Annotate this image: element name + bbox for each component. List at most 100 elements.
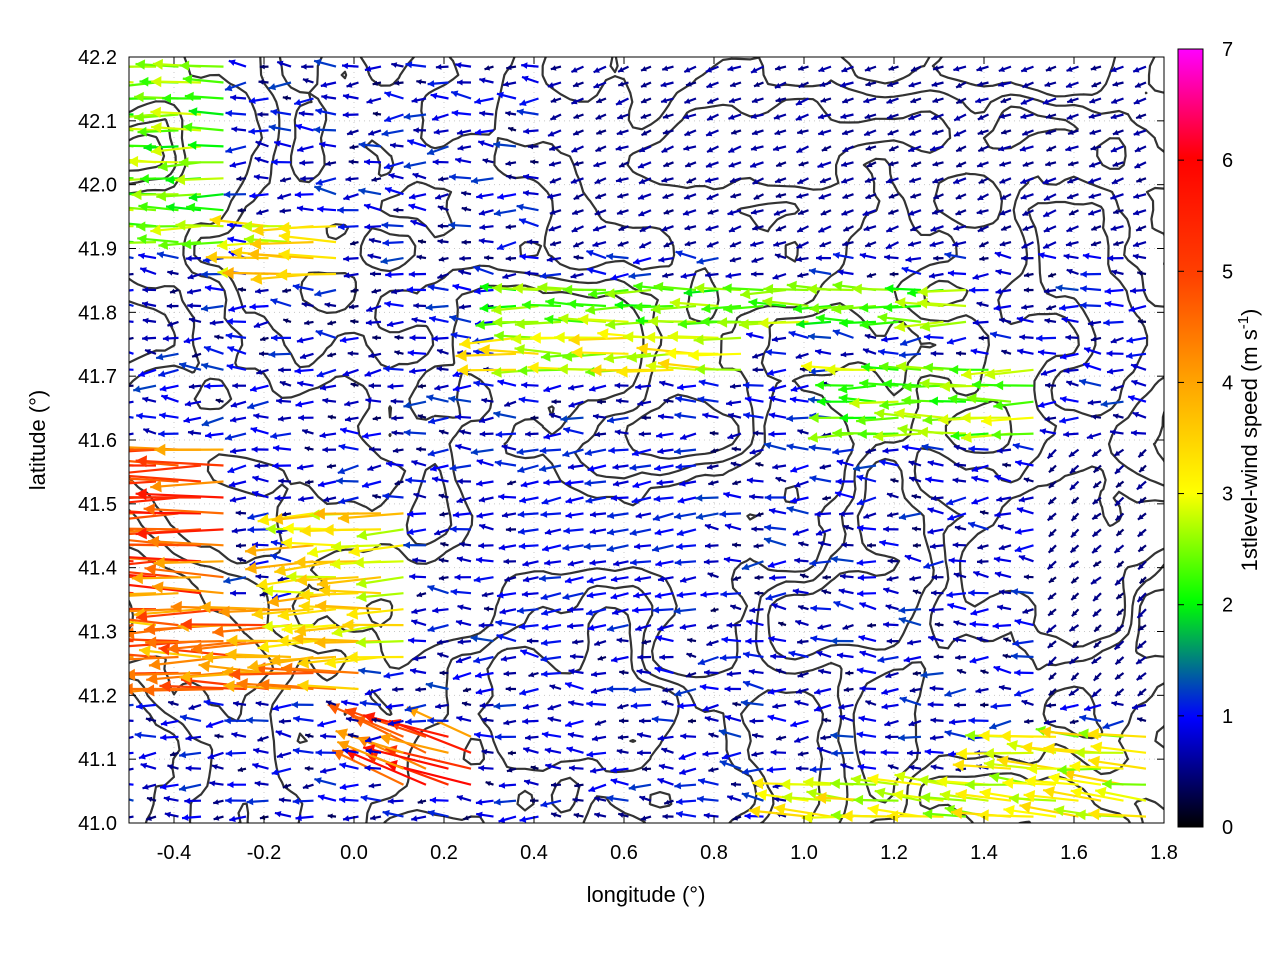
wind-vector	[786, 443, 809, 451]
wind-vector-head	[741, 768, 750, 776]
wind-vector-head	[198, 660, 211, 673]
wind-vector-head	[815, 380, 824, 390]
wind-vector	[883, 526, 899, 533]
wind-vector	[725, 400, 742, 407]
wind-vector	[1110, 336, 1124, 344]
wind-vector-head	[543, 479, 550, 486]
wind-vector	[160, 719, 179, 727]
wind-vector-head	[439, 670, 445, 676]
wind-vector-head	[231, 527, 238, 534]
wind-vector	[481, 717, 494, 723]
wind-vector-head	[1070, 546, 1077, 553]
wind-vector	[304, 446, 314, 452]
wind-vector-head	[1063, 431, 1070, 438]
wind-vector	[160, 734, 179, 741]
wind-vector	[859, 685, 877, 692]
wind-vector-head	[840, 763, 847, 769]
wind-vector	[710, 448, 719, 454]
wind-vector	[483, 606, 494, 612]
wind-vector-shaft	[129, 320, 134, 323]
wind-vector	[417, 383, 427, 389]
wind-vector	[1114, 512, 1125, 522]
wind-vector	[1080, 285, 1102, 293]
wind-vector-head	[613, 560, 620, 567]
wind-vector	[383, 671, 404, 679]
wind-vector	[505, 526, 517, 533]
wind-vector-head	[365, 748, 372, 755]
wind-vector	[567, 622, 584, 630]
wind-vector	[678, 751, 697, 761]
wind-vector-head	[541, 731, 549, 739]
wind-vector-head	[247, 513, 255, 521]
wind-vector	[304, 320, 314, 326]
wind-vector-head	[297, 679, 309, 692]
wind-vector-head	[265, 523, 276, 535]
wind-vector	[529, 798, 539, 804]
wind-vector	[748, 805, 809, 818]
wind-vector-head	[794, 699, 801, 706]
wind-vector	[214, 733, 224, 739]
wind-vector	[920, 792, 967, 803]
wind-vector-shaft	[129, 571, 179, 579]
wind-vector	[164, 811, 179, 818]
wind-vector-head	[139, 753, 146, 760]
wind-vector-head	[294, 624, 307, 637]
wind-vector-head	[931, 574, 937, 581]
wind-vector-head	[707, 572, 714, 578]
wind-vector-head	[299, 524, 311, 537]
wind-vector	[426, 394, 449, 403]
wind-vector	[527, 361, 584, 374]
wind-vector	[317, 480, 337, 488]
wind-vector	[246, 798, 269, 806]
wind-vector	[1037, 252, 1057, 260]
wind-vector	[369, 814, 382, 821]
wind-vector-head	[741, 792, 750, 800]
wind-vector	[881, 336, 899, 343]
wind-vector-head	[1111, 700, 1118, 707]
wind-vector	[1048, 772, 1102, 786]
wind-vector-head	[930, 350, 937, 357]
wind-vector	[187, 302, 202, 309]
wind-vector-head	[565, 720, 572, 728]
wind-vector	[129, 351, 134, 355]
wind-vector	[129, 432, 134, 436]
wind-vector	[909, 687, 922, 693]
wind-vector	[980, 414, 1034, 427]
wind-vector	[413, 302, 427, 309]
wind-vector-head	[498, 782, 506, 789]
wind-vector-head	[979, 787, 992, 800]
wind-vector-shaft	[129, 618, 179, 627]
wind-vector	[631, 496, 652, 504]
wind-vector-head	[565, 577, 572, 584]
wind-vector	[708, 732, 719, 738]
wind-vector	[718, 728, 742, 738]
wind-vector-head	[924, 748, 932, 756]
wind-vector	[923, 333, 944, 341]
wind-vector	[994, 380, 1034, 391]
wind-vector	[594, 796, 607, 802]
wind-vector	[187, 429, 202, 436]
wind-vector-shaft	[143, 687, 224, 692]
wind-vector	[339, 427, 359, 435]
wind-vector-head	[403, 429, 411, 437]
wind-vector-head	[269, 654, 281, 667]
wind-vector-shaft	[129, 815, 134, 819]
wind-vector-shaft	[129, 543, 134, 547]
wind-vector-head	[607, 624, 615, 632]
wind-vector	[952, 759, 1012, 772]
wind-vector-head	[545, 763, 552, 770]
wind-vector-shaft	[129, 620, 157, 627]
wind-vector-head	[853, 794, 864, 806]
wind-vector	[764, 524, 787, 532]
wind-vector-head	[706, 640, 713, 647]
wind-vector-head	[939, 789, 951, 801]
wind-vector	[339, 336, 359, 344]
wind-vector	[212, 799, 224, 805]
wind-vector	[478, 523, 494, 531]
wind-vector	[1066, 268, 1079, 276]
wind-vector-head	[214, 733, 220, 739]
wind-vector-head	[1114, 547, 1121, 553]
wind-vector-head	[425, 303, 433, 311]
wind-vector-head	[1008, 793, 1019, 804]
wind-vector-head	[541, 609, 549, 616]
